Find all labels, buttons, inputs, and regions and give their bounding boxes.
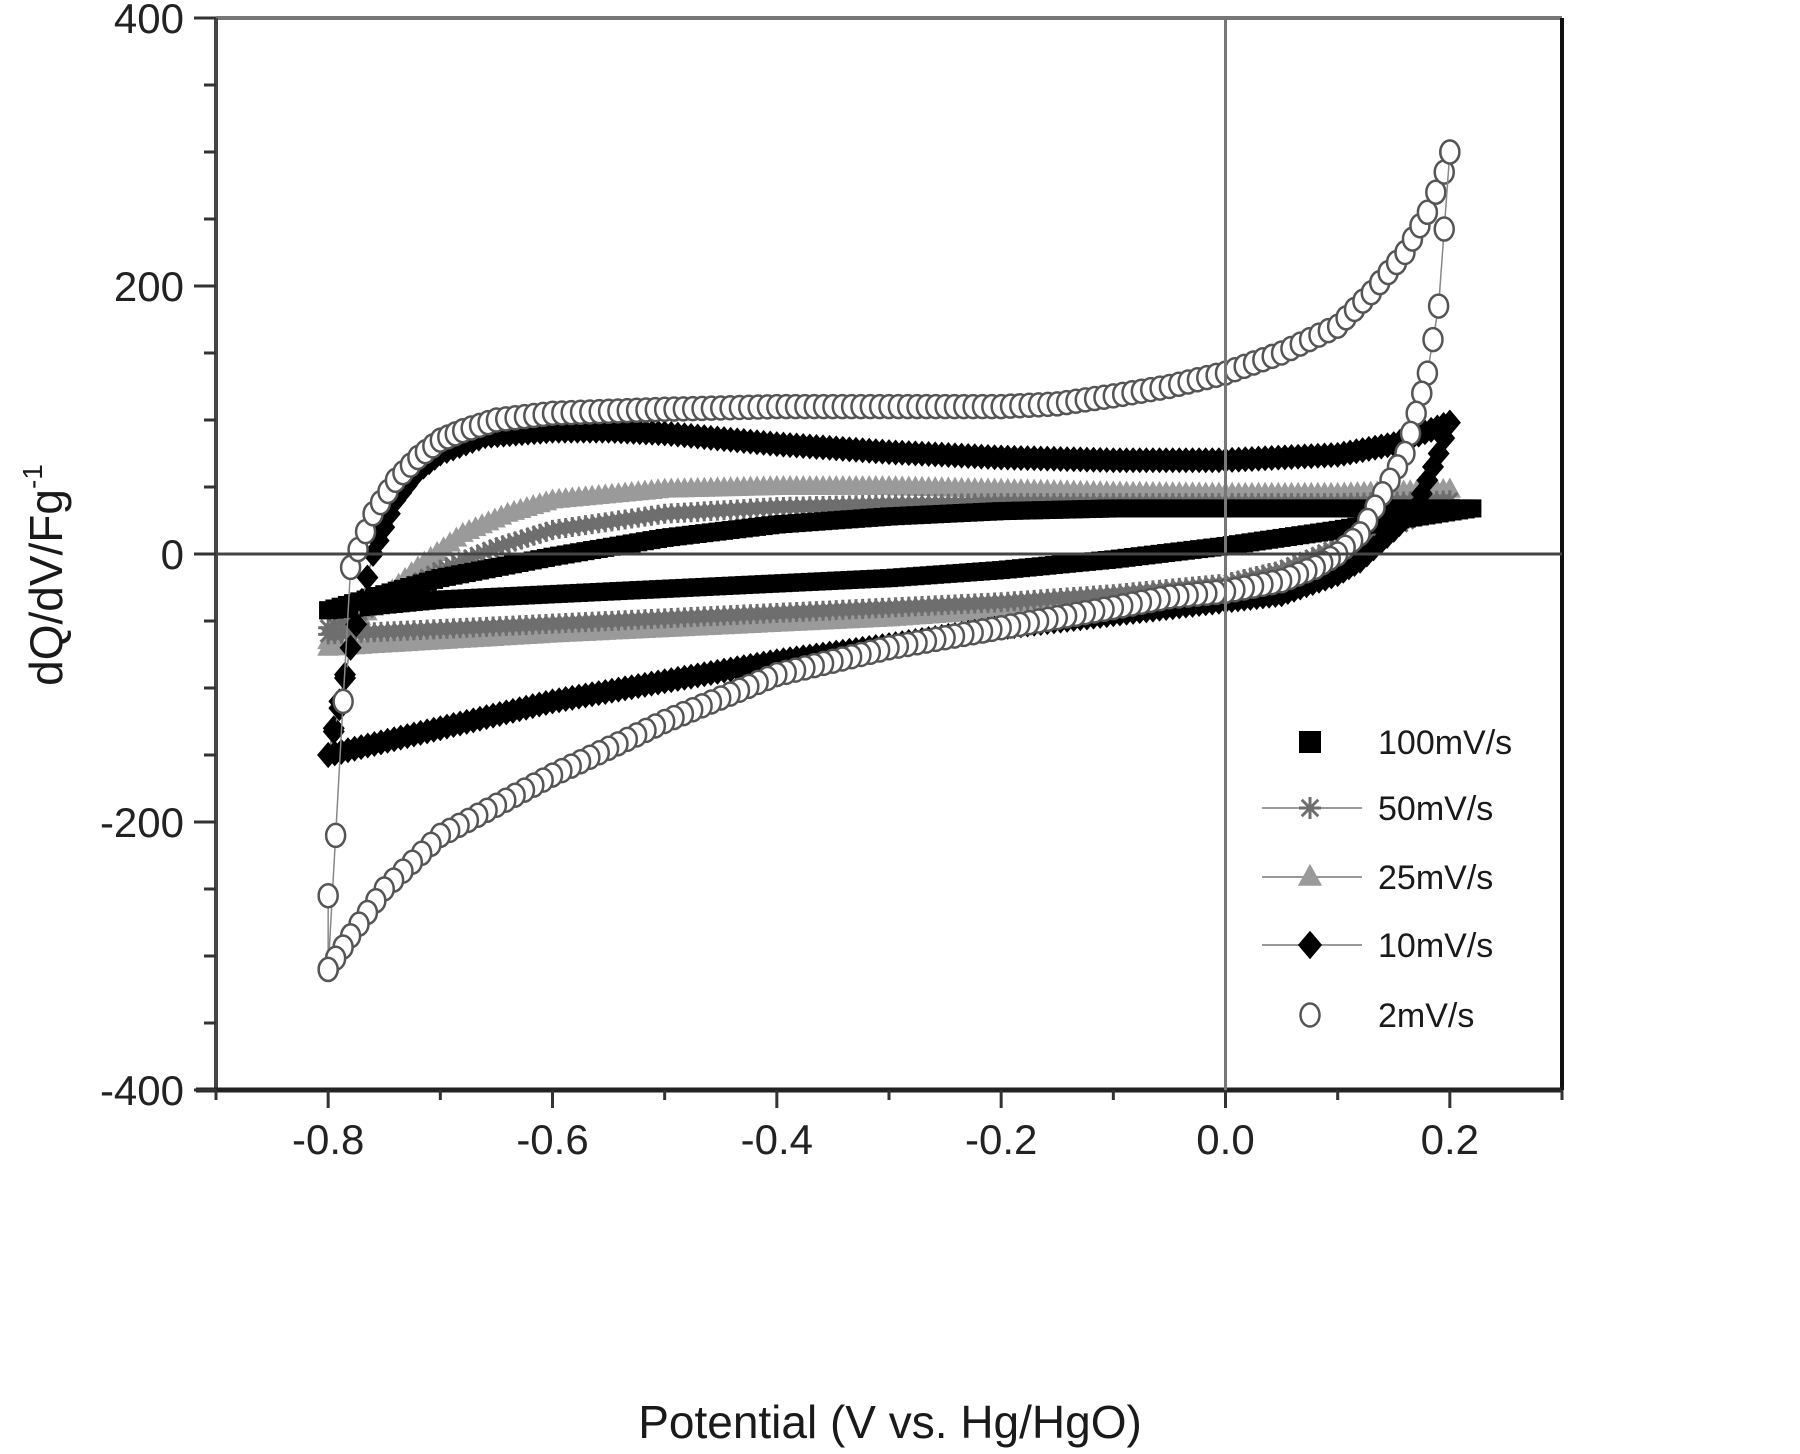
y-axis-title-superscript: -1 bbox=[17, 464, 48, 489]
y-axis-title-text: dQ/dV/Fg bbox=[20, 489, 72, 686]
data-point bbox=[449, 552, 470, 573]
legend-label: 25mV/s bbox=[1378, 859, 1493, 897]
data-point bbox=[473, 542, 494, 563]
data-point bbox=[480, 539, 501, 560]
data-point bbox=[1416, 199, 1439, 226]
data-point bbox=[1422, 326, 1444, 353]
y-tick-label: -400 bbox=[100, 1067, 184, 1114]
x-tick-label: -0.8 bbox=[292, 1116, 364, 1163]
x-tick-label: 0.0 bbox=[1196, 1116, 1254, 1163]
legend-item-50mV-per-s: 50mV/s bbox=[1262, 790, 1493, 828]
data-point bbox=[492, 535, 513, 556]
y-tick-label: -200 bbox=[100, 799, 184, 846]
y-tick-label: 0 bbox=[161, 531, 184, 578]
data-point bbox=[336, 608, 357, 629]
data-point bbox=[498, 533, 519, 554]
data-point bbox=[317, 882, 339, 909]
data-point bbox=[461, 547, 482, 568]
legend-label: 10mV/s bbox=[1378, 927, 1493, 965]
y-axis-title: dQ/dV/Fg-1 bbox=[17, 464, 72, 686]
data-point bbox=[317, 742, 340, 768]
data-point bbox=[536, 521, 557, 542]
legend-item-2mV-per-s: 2mV/s bbox=[1299, 997, 1474, 1035]
legend-label: 50mV/s bbox=[1378, 790, 1493, 828]
x-tick-label: -0.6 bbox=[516, 1116, 588, 1163]
axis-ticks: -0.8 -0.6 -0.4 -0.2 0.0 0.2 -400 -200 0 200 400 bbox=[100, 0, 1564, 1163]
legend-label: 100mV/s bbox=[1378, 724, 1512, 762]
data-point bbox=[1433, 216, 1455, 242]
data-point bbox=[505, 531, 526, 552]
data-point bbox=[345, 611, 368, 638]
legend-marker bbox=[1299, 731, 1321, 753]
data-point bbox=[486, 537, 507, 558]
data-point bbox=[1365, 523, 1386, 544]
legend-item-100mV-per-s: 100mV/s bbox=[1299, 724, 1512, 762]
data-point bbox=[322, 718, 345, 745]
x-tick-label: -0.4 bbox=[741, 1116, 813, 1163]
y-tick-label: 400 bbox=[114, 0, 184, 42]
data-point bbox=[318, 624, 339, 645]
data-point bbox=[442, 555, 463, 576]
legend: 100mV/s 50mV/s 25mV/s 10mV/s 2mV/s bbox=[1262, 724, 1512, 1035]
legend-marker bbox=[1297, 930, 1323, 960]
data-point bbox=[332, 688, 354, 715]
data-point bbox=[324, 822, 347, 849]
legend-marker bbox=[1297, 863, 1323, 886]
data-point bbox=[1427, 293, 1450, 319]
data-point bbox=[330, 611, 351, 632]
data-point bbox=[523, 525, 544, 546]
data-point bbox=[319, 601, 338, 620]
data-point bbox=[317, 635, 340, 656]
data-point bbox=[517, 527, 538, 548]
x-axis-title: Potential (V vs. Hg/HgO) bbox=[638, 1396, 1142, 1448]
x-tick-label: 0.2 bbox=[1421, 1116, 1479, 1163]
legend-label: 2mV/s bbox=[1378, 997, 1474, 1035]
legend-marker bbox=[1299, 797, 1321, 819]
y-tick-label: 200 bbox=[114, 263, 184, 310]
plot-series bbox=[317, 139, 1482, 983]
data-point bbox=[530, 523, 551, 544]
data-point bbox=[455, 549, 476, 570]
legend-marker bbox=[1299, 1002, 1321, 1028]
plot-frame bbox=[196, 16, 1564, 1093]
x-tick-label: -0.2 bbox=[965, 1116, 1037, 1163]
legend-item-25mV-per-s: 25mV/s bbox=[1262, 859, 1493, 897]
data-point bbox=[1439, 139, 1461, 165]
data-point bbox=[356, 564, 379, 591]
series-2mV-per-s bbox=[317, 139, 1461, 983]
data-point bbox=[317, 956, 339, 983]
legend-item-10mV-per-s: 10mV/s bbox=[1262, 927, 1493, 965]
data-point bbox=[1425, 179, 1447, 205]
data-point bbox=[350, 587, 373, 614]
data-point bbox=[511, 529, 532, 550]
